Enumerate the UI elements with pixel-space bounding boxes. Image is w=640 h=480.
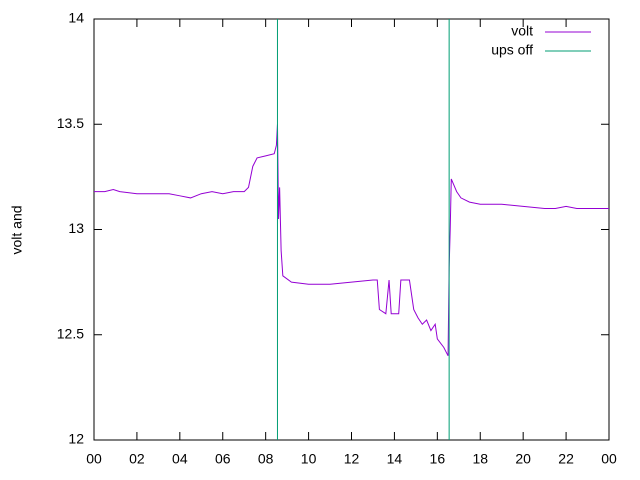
x-tick-label: 16 — [430, 451, 446, 467]
legend-label: volt — [511, 23, 533, 39]
x-tick-label: 06 — [215, 451, 231, 467]
x-tick-label: 18 — [472, 451, 488, 467]
x-tick-label: 04 — [172, 451, 188, 467]
data-line — [276, 19, 450, 440]
x-tick-label: 02 — [129, 451, 145, 467]
x-tick-label: 00 — [601, 451, 617, 467]
x-tick-label: 00 — [86, 451, 102, 467]
y-tick-label: 13 — [68, 220, 84, 236]
x-tick-label: 20 — [515, 451, 531, 467]
plot-frame — [93, 18, 610, 441]
y-tick-label: 14 — [68, 10, 84, 26]
x-tick-label: 10 — [301, 451, 317, 467]
y-tick-label: 12.5 — [57, 325, 84, 341]
data-line — [94, 124, 609, 357]
x-tick-label: 22 — [558, 451, 574, 467]
y-tick-label: 13.5 — [57, 115, 84, 131]
y-tick-label: 12 — [68, 431, 84, 447]
legend-label: ups off — [491, 42, 533, 58]
x-tick-label: 14 — [387, 451, 403, 467]
y-axis-label: volt and — [9, 205, 25, 254]
x-tick-label: 12 — [344, 451, 360, 467]
x-tick-label: 08 — [258, 451, 274, 467]
